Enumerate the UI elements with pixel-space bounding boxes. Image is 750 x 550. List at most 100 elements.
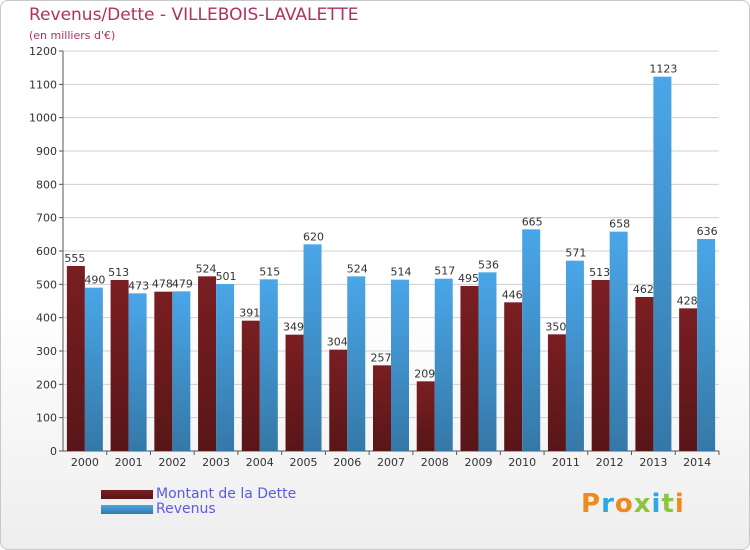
bar-dette [504, 302, 523, 451]
data-label-dette: 555 [64, 252, 85, 265]
data-label-revenus: 620 [303, 230, 324, 243]
logo-letter: t [661, 489, 675, 519]
bar-revenus [84, 287, 103, 451]
data-label-revenus: 473 [128, 279, 149, 292]
data-label-dette: 513 [589, 266, 610, 279]
x-tick-label: 2008 [421, 456, 449, 469]
legend-label-dette: Montant de la Dette [156, 486, 297, 502]
bar-revenus [259, 279, 278, 451]
x-tick-label: 2012 [596, 456, 624, 469]
y-tick-label: 1000 [29, 112, 57, 125]
bar-dette [679, 308, 698, 451]
data-label-revenus: 479 [172, 277, 193, 290]
data-label-dette: 257 [371, 351, 392, 364]
data-label-dette: 350 [545, 320, 566, 333]
bar-revenus [128, 293, 147, 451]
bar-revenus [653, 76, 672, 452]
bar-dette [110, 280, 129, 451]
logo-letter: o [614, 489, 634, 519]
data-label-revenus: 536 [478, 258, 499, 271]
data-label-revenus: 515 [259, 265, 280, 278]
bar-revenus [697, 239, 716, 451]
x-tick-label: 2013 [639, 456, 667, 469]
bar-revenus [347, 276, 366, 451]
data-label-revenus: 501 [216, 270, 237, 283]
bar-dette [635, 297, 654, 451]
data-label-revenus: 665 [522, 215, 543, 228]
data-label-dette: 478 [152, 278, 173, 291]
data-label-revenus: 514 [391, 266, 412, 279]
bar-dette [416, 381, 435, 451]
data-label-revenus: 524 [347, 262, 368, 275]
data-label-dette: 513 [108, 266, 129, 279]
data-label-revenus: 490 [84, 274, 105, 287]
data-label-dette: 209 [414, 367, 435, 380]
y-tick-label: 1100 [29, 78, 57, 91]
data-label-dette: 391 [239, 307, 260, 320]
data-label-dette: 446 [502, 288, 523, 301]
bar-revenus [565, 260, 584, 451]
bar-dette [329, 349, 348, 451]
bar-dette [154, 291, 173, 451]
bar-dette [198, 276, 217, 451]
logo-letter: P [581, 489, 602, 519]
x-tick-label: 2002 [158, 456, 186, 469]
data-label-dette: 462 [633, 283, 654, 296]
y-tick-label: 500 [36, 278, 57, 291]
data-label-revenus: 636 [697, 225, 718, 238]
y-tick-label: 400 [36, 312, 57, 325]
x-tick-label: 2014 [683, 456, 711, 469]
y-tick-label: 300 [36, 345, 57, 358]
bar-revenus [216, 284, 235, 451]
x-tick-label: 2007 [377, 456, 405, 469]
y-tick-label: 0 [50, 445, 57, 458]
data-label-dette: 304 [327, 336, 348, 349]
bar-dette [66, 266, 85, 451]
bar-dette [460, 286, 479, 451]
x-tick-label: 2001 [115, 456, 143, 469]
data-label-dette: 349 [283, 321, 304, 334]
y-tick-label: 900 [36, 145, 57, 158]
x-tick-label: 2005 [290, 456, 318, 469]
x-tick-label: 2009 [464, 456, 492, 469]
legend-swatch-revenus [101, 505, 153, 514]
bar-revenus [172, 291, 191, 451]
y-tick-label: 600 [36, 245, 57, 258]
logo-letter: i [674, 489, 685, 519]
data-label-revenus: 517 [434, 265, 455, 278]
bar-dette [591, 280, 610, 451]
data-label-revenus: 1123 [649, 63, 677, 76]
proxiti-logo[interactable]: Proxiti [581, 489, 685, 519]
logo-letter: i [651, 489, 662, 519]
x-tick-label: 2000 [71, 456, 99, 469]
x-tick-label: 2011 [552, 456, 580, 469]
bar-revenus [478, 272, 497, 451]
y-tick-label: 1200 [29, 45, 57, 58]
bar-dette [285, 334, 304, 451]
y-tick-label: 800 [36, 178, 57, 191]
y-tick-label: 700 [36, 212, 57, 225]
y-tick-label: 200 [36, 378, 57, 391]
x-tick-label: 2006 [333, 456, 361, 469]
bar-dette [241, 320, 260, 451]
data-label-revenus: 658 [609, 218, 630, 231]
chart-title: Revenus/Dette - VILLEBOIS-LAVALETTE [29, 5, 359, 25]
chart-subtitle: (en milliers d'€) [29, 29, 116, 42]
logo-letter: r [601, 489, 615, 519]
logo-letter: x [633, 489, 652, 519]
bar-revenus [609, 231, 628, 451]
bar-revenus [391, 279, 409, 451]
x-tick-label: 2003 [202, 456, 230, 469]
bar-revenus [303, 244, 322, 451]
x-tick-label: 2010 [508, 456, 536, 469]
data-label-dette: 428 [677, 294, 698, 307]
data-label-dette: 495 [458, 272, 479, 285]
bar-revenus [522, 229, 541, 451]
bar-dette [373, 365, 391, 451]
data-label-dette: 524 [196, 262, 217, 275]
bar-dette [547, 334, 566, 451]
y-tick-label: 100 [36, 412, 57, 425]
x-tick-label: 2004 [246, 456, 274, 469]
